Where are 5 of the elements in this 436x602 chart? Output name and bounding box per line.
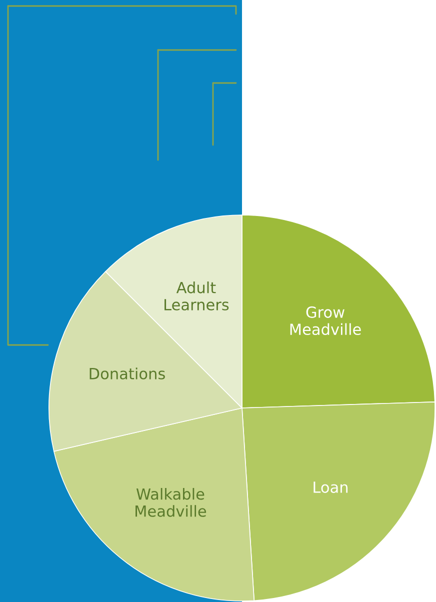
slice-label: Adult Learners bbox=[164, 282, 229, 310]
slice-label: Donations bbox=[90, 368, 165, 380]
slice-label: Grow Meadville bbox=[290, 306, 361, 336]
slice-label: Walkable Meadville bbox=[136, 488, 206, 517]
slice-label: Loan bbox=[314, 482, 348, 493]
